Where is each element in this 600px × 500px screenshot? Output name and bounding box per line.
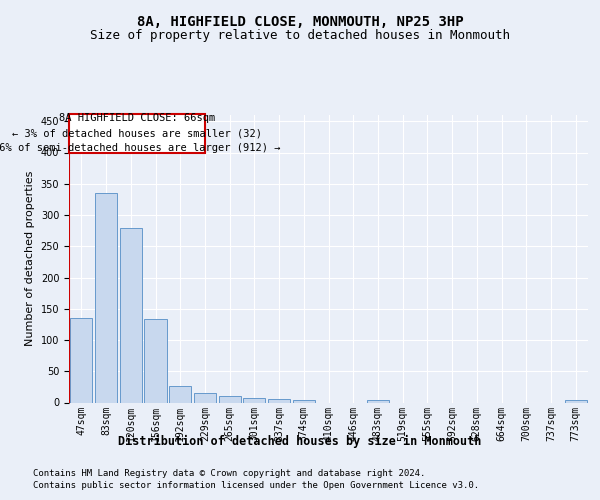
Bar [169, 386, 191, 402]
Text: Contains HM Land Registry data © Crown copyright and database right 2024.: Contains HM Land Registry data © Crown c… [33, 469, 425, 478]
Text: Contains public sector information licensed under the Open Government Licence v3: Contains public sector information licen… [33, 481, 479, 490]
Text: Size of property relative to detached houses in Monmouth: Size of property relative to detached ho… [90, 29, 510, 42]
Bar [367, 400, 389, 402]
Bar [95, 193, 117, 402]
Text: 8A HIGHFIELD CLOSE: 66sqm
← 3% of detached houses are smaller (32)
96% of semi-d: 8A HIGHFIELD CLOSE: 66sqm ← 3% of detach… [0, 114, 281, 153]
Bar [119, 228, 142, 402]
Y-axis label: Number of detached properties: Number of detached properties [25, 171, 35, 346]
Bar [145, 320, 167, 402]
Bar [268, 400, 290, 402]
Bar [293, 400, 315, 402]
Bar [243, 398, 265, 402]
Text: Distribution of detached houses by size in Monmouth: Distribution of detached houses by size … [118, 435, 482, 448]
Bar [194, 393, 216, 402]
Text: 8A, HIGHFIELD CLOSE, MONMOUTH, NP25 3HP: 8A, HIGHFIELD CLOSE, MONMOUTH, NP25 3HP [137, 15, 463, 29]
Bar [70, 318, 92, 402]
Bar [218, 396, 241, 402]
FancyBboxPatch shape [69, 114, 205, 152]
Bar [565, 400, 587, 402]
